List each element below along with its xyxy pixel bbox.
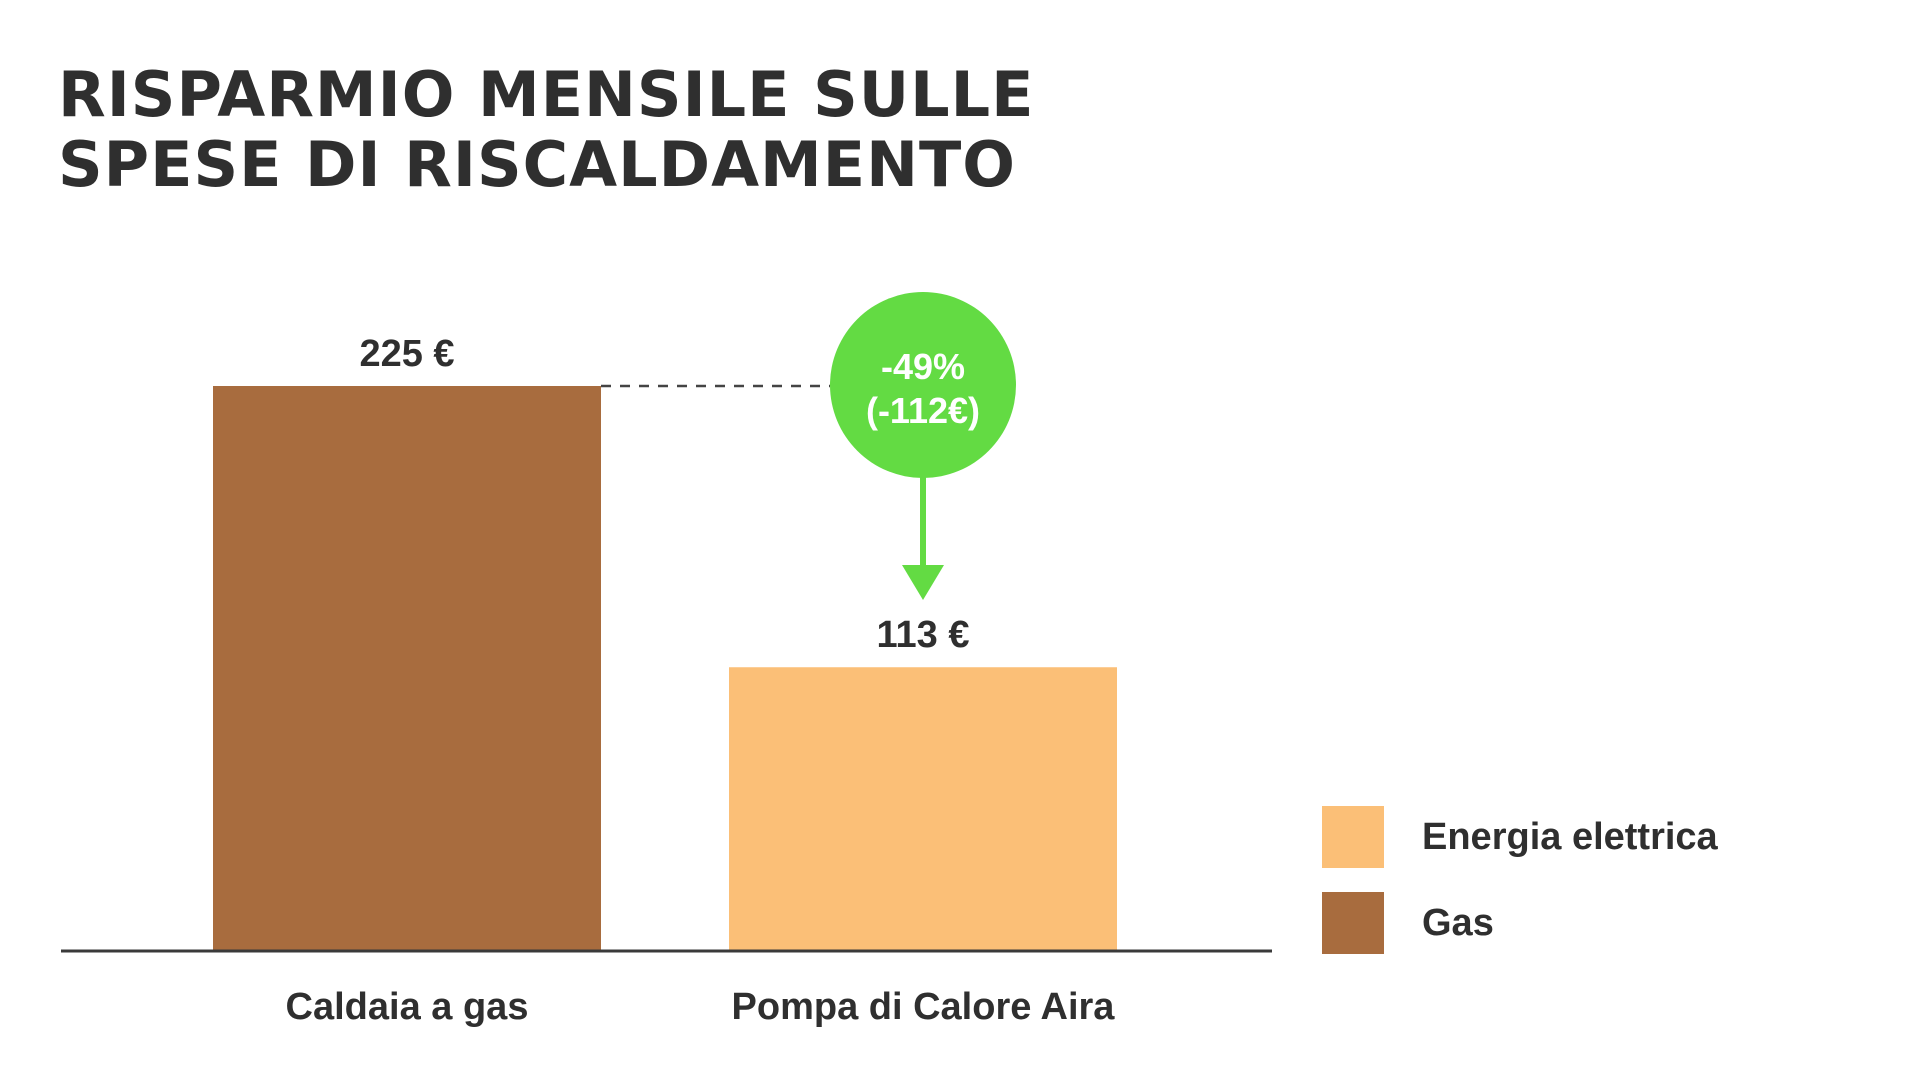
legend-item-energia-elettrica: Energia elettrica [1322, 806, 1718, 868]
chart-title: RISPARMIO MENSILE SULLE SPESE DI RISCALD… [58, 60, 1034, 200]
labels-layer: 225 € Caldaia a gas 113 € Pompa di Calore A… [286, 333, 1116, 1028]
legend-label-gas: Gas [1422, 901, 1494, 944]
savings-annotation: -49%(-112€) [601, 292, 1016, 600]
chart-title-line-1: RISPARMIO MENSILE SULLE [58, 58, 1035, 131]
savings-badge [830, 292, 1016, 478]
savings-percent-label: -49% [881, 346, 965, 387]
legend: Energia elettrica Gas [1322, 806, 1718, 978]
category-label-pompa-di-calore-aira: Pompa di Calore Aira [732, 986, 1116, 1028]
down-arrow-icon [902, 565, 944, 600]
legend-item-gas: Gas [1322, 892, 1718, 954]
bars-layer [213, 386, 1117, 951]
bar-pompa-di-calore-aira [729, 667, 1117, 951]
legend-label-energia-elettrica: Energia elettrica [1422, 815, 1718, 858]
legend-swatch-gas [1322, 892, 1384, 954]
chart-title-line-2: SPESE DI RISCALDAMENTO [58, 128, 1016, 201]
legend-swatch-energia-elettrica [1322, 806, 1384, 868]
bar-caldaia-a-gas [213, 386, 601, 951]
value-label-pompa-di-calore-aira: 113 € [877, 614, 970, 656]
value-label-caldaia-a-gas: 225 € [359, 333, 454, 375]
category-label-caldaia-a-gas: Caldaia a gas [286, 986, 529, 1028]
savings-amount-label: (-112€) [866, 390, 980, 431]
